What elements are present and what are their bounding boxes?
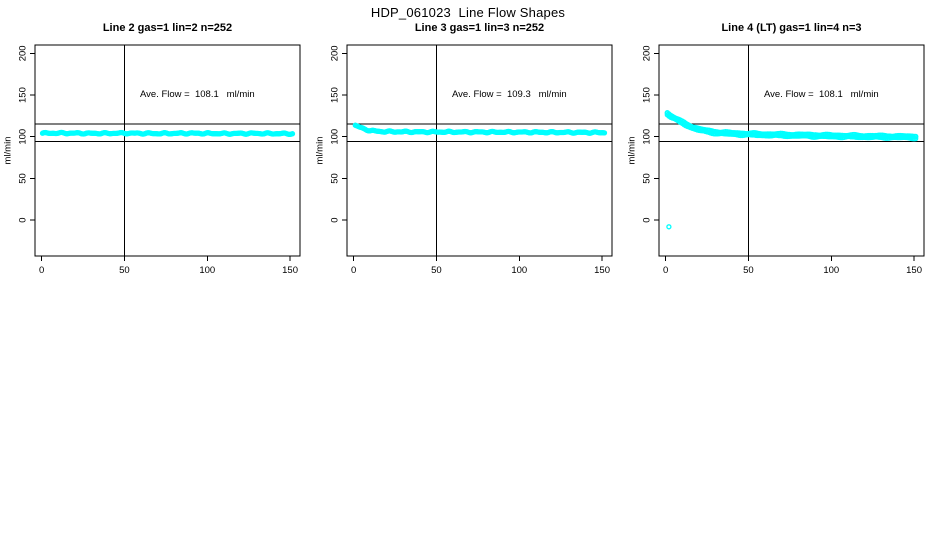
panel-3-points (664, 109, 919, 230)
x-tick-label: 150 (282, 265, 298, 276)
y-tick-label: 150 (330, 87, 341, 103)
x-tick-label: 100 (823, 265, 839, 276)
y-tick-label: 100 (330, 129, 341, 145)
x-tick-label: 0 (39, 265, 44, 276)
ave-flow-annotation: Ave. Flow = 109.3 ml/min (452, 89, 567, 100)
panel-2: 0 50 100 150 0 50 100 150 200 ml/min Line 3 gas=1 … (315, 22, 613, 276)
plot-box (658, 44, 925, 257)
plot-box (34, 44, 301, 257)
x-tick-label: 50 (743, 265, 754, 276)
x-tick-label: 0 (663, 265, 668, 276)
ave-flow-annotation: Ave. Flow = 108.1 ml/min (140, 89, 255, 100)
y-tick-label: 150 (642, 87, 653, 103)
x-tick-label: 50 (431, 265, 442, 276)
panel-2-points (352, 122, 608, 136)
y-axis-label: ml/min (315, 137, 326, 165)
y-tick-label: 100 (642, 129, 653, 145)
ave-flow-annotation: Ave. Flow = 108.1 ml/min (764, 89, 879, 100)
y-tick-label: 50 (330, 173, 341, 184)
x-tick-label: 100 (199, 265, 215, 276)
y-tick-label: 200 (330, 45, 341, 61)
plot-box (346, 44, 613, 257)
y-tick-label: 200 (642, 45, 653, 61)
y-axis-label: ml/min (3, 137, 14, 165)
y-tick-label: 0 (330, 217, 341, 222)
outlier-point (666, 224, 672, 230)
figure-title: HDP_061023 Line Flow Shapes (370, 5, 566, 20)
y-tick-label: 0 (642, 217, 653, 222)
y-tick-label: 100 (18, 129, 29, 145)
x-tick-label: 50 (119, 265, 130, 276)
x-tick-label: 150 (906, 265, 922, 276)
panel-3: 0 50 100 150 0 50 100 150 200 ml/min Line 4 (LT) g… (627, 22, 925, 276)
y-tick-label: 0 (18, 217, 29, 222)
x-tick-label: 0 (351, 265, 356, 276)
panel-title: Line 3 gas=1 lin=3 n=252 (415, 22, 544, 34)
panel-1: 0 50 100 150 0 50 100 150 200 ml/min Line 2 gas=1 … (3, 22, 301, 276)
panel-title: Line 2 gas=1 lin=2 n=252 (103, 22, 232, 34)
y-tick-label: 50 (18, 173, 29, 184)
panel-1-points (39, 129, 296, 138)
y-tick-label: 50 (642, 173, 653, 184)
x-tick-label: 100 (511, 265, 527, 276)
y-tick-label: 150 (18, 87, 29, 103)
x-tick-label: 150 (594, 265, 610, 276)
y-tick-label: 200 (18, 45, 29, 61)
y-axis-label: ml/min (627, 137, 638, 165)
panel-title: Line 4 (LT) gas=1 lin=4 n=3 (721, 22, 861, 34)
